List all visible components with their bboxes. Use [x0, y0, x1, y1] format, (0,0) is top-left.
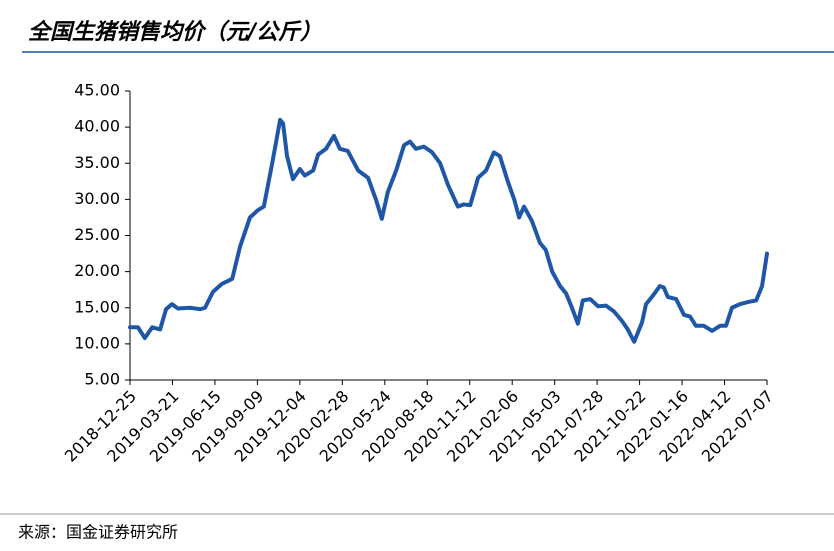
y-tick-label: 40.00	[74, 117, 120, 136]
line-series	[128, 117, 769, 344]
y-tick-label: 30.00	[74, 189, 120, 208]
y-tick-label: 5.00	[84, 370, 120, 389]
y-tick-label: 25.00	[74, 225, 120, 244]
y-tick-label: 20.00	[74, 261, 120, 280]
y-tick-label: 10.00	[74, 333, 120, 352]
chart-title: 全国生猪销售均价（元/公斤）	[28, 19, 322, 45]
y-tick-label: 15.00	[74, 297, 120, 316]
y-tick-label: 35.00	[74, 153, 120, 172]
source: 来源：国金证券研究所	[18, 523, 178, 542]
y-tick-label: 45.00	[74, 81, 120, 100]
